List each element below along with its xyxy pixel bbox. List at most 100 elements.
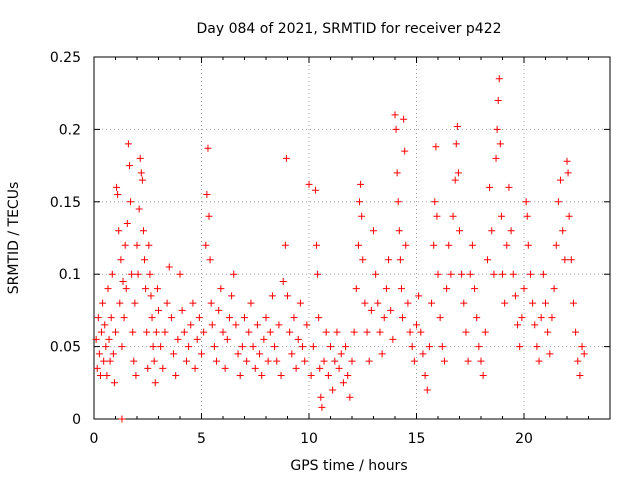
data-point bbox=[145, 241, 153, 249]
data-point bbox=[129, 328, 137, 336]
data-point bbox=[172, 372, 180, 380]
data-point bbox=[464, 357, 472, 365]
data-point bbox=[110, 379, 118, 387]
data-point bbox=[115, 227, 123, 235]
data-point bbox=[419, 350, 427, 358]
data-point bbox=[425, 343, 433, 351]
data-point bbox=[522, 198, 530, 206]
data-point bbox=[471, 285, 479, 293]
y-tick-label: 0.15 bbox=[50, 195, 81, 211]
data-point bbox=[574, 357, 582, 365]
data-point bbox=[374, 299, 382, 307]
x-tick-label: 0 bbox=[90, 431, 99, 447]
data-point bbox=[365, 357, 373, 365]
data-point bbox=[494, 96, 502, 104]
data-point bbox=[509, 270, 517, 278]
data-point bbox=[370, 227, 377, 235]
data-point bbox=[141, 256, 149, 264]
data-point bbox=[225, 314, 233, 322]
data-point bbox=[458, 270, 466, 278]
data-point bbox=[357, 180, 365, 188]
data-point bbox=[572, 328, 580, 336]
data-point bbox=[118, 343, 126, 351]
data-point bbox=[531, 321, 539, 329]
data-point bbox=[311, 186, 319, 194]
data-point bbox=[400, 115, 408, 123]
data-point bbox=[187, 321, 195, 329]
data-point bbox=[350, 328, 358, 336]
data-point bbox=[95, 350, 103, 358]
data-point bbox=[567, 256, 575, 264]
x-axis-label: GPS time / hours bbox=[290, 458, 407, 474]
data-point bbox=[423, 386, 431, 394]
data-point bbox=[394, 198, 402, 206]
y-tick-label: 0.25 bbox=[50, 50, 81, 66]
data-point bbox=[526, 270, 534, 278]
chart-title: Day 084 of 2021, SRMTID for receiver p42… bbox=[196, 21, 501, 37]
data-point bbox=[363, 328, 371, 336]
data-point bbox=[182, 357, 190, 365]
data-point bbox=[456, 227, 463, 235]
data-point bbox=[569, 299, 577, 307]
data-point bbox=[503, 241, 511, 249]
data-point bbox=[529, 299, 537, 307]
data-point bbox=[206, 256, 214, 264]
data-point bbox=[114, 191, 122, 199]
data-point bbox=[473, 314, 481, 322]
data-point bbox=[410, 357, 418, 365]
data-point bbox=[372, 270, 380, 278]
y-tick-label: 0.2 bbox=[59, 122, 81, 138]
data-point bbox=[249, 343, 257, 351]
data-point bbox=[253, 321, 261, 329]
data-point bbox=[533, 343, 541, 351]
data-point bbox=[443, 285, 451, 293]
data-point bbox=[125, 162, 133, 170]
data-point bbox=[105, 335, 113, 343]
data-point bbox=[200, 328, 208, 336]
x-tick-label: 15 bbox=[408, 431, 426, 447]
data-point bbox=[256, 350, 264, 358]
data-point bbox=[155, 306, 162, 314]
data-point bbox=[301, 357, 309, 365]
data-point bbox=[202, 241, 210, 249]
data-point bbox=[286, 328, 294, 336]
data-point bbox=[165, 263, 173, 271]
data-point bbox=[309, 343, 317, 351]
data-point bbox=[449, 212, 457, 220]
data-point bbox=[139, 227, 147, 235]
data-point bbox=[221, 364, 229, 372]
data-point bbox=[191, 364, 199, 372]
data-point bbox=[367, 306, 375, 314]
data-point bbox=[313, 241, 321, 249]
data-point bbox=[99, 299, 107, 307]
data-point bbox=[108, 270, 116, 278]
data-point bbox=[486, 183, 494, 191]
data-point bbox=[132, 372, 140, 380]
data-point bbox=[258, 372, 266, 380]
data-point bbox=[275, 321, 283, 329]
data-point bbox=[185, 343, 193, 351]
data-point bbox=[516, 343, 524, 351]
data-points bbox=[92, 75, 588, 423]
data-point bbox=[477, 357, 485, 365]
data-point bbox=[264, 357, 272, 365]
data-point bbox=[479, 372, 487, 380]
data-point bbox=[296, 299, 304, 307]
data-point bbox=[497, 212, 505, 220]
data-point bbox=[112, 328, 119, 336]
data-point bbox=[133, 241, 141, 249]
data-point bbox=[382, 285, 390, 293]
data-point bbox=[100, 357, 108, 365]
data-point bbox=[223, 335, 231, 343]
data-point bbox=[544, 328, 552, 336]
data-point bbox=[107, 314, 115, 322]
x-tick-label: 5 bbox=[197, 431, 206, 447]
tick-labels: 0 5 10 15 20 0 0.05 0.1 0.15 0.2 0.25 bbox=[50, 50, 533, 447]
data-point bbox=[193, 335, 201, 343]
data-point bbox=[102, 343, 110, 351]
data-point bbox=[329, 386, 337, 394]
data-point bbox=[495, 75, 503, 83]
data-point bbox=[238, 343, 246, 351]
data-point bbox=[128, 270, 136, 278]
